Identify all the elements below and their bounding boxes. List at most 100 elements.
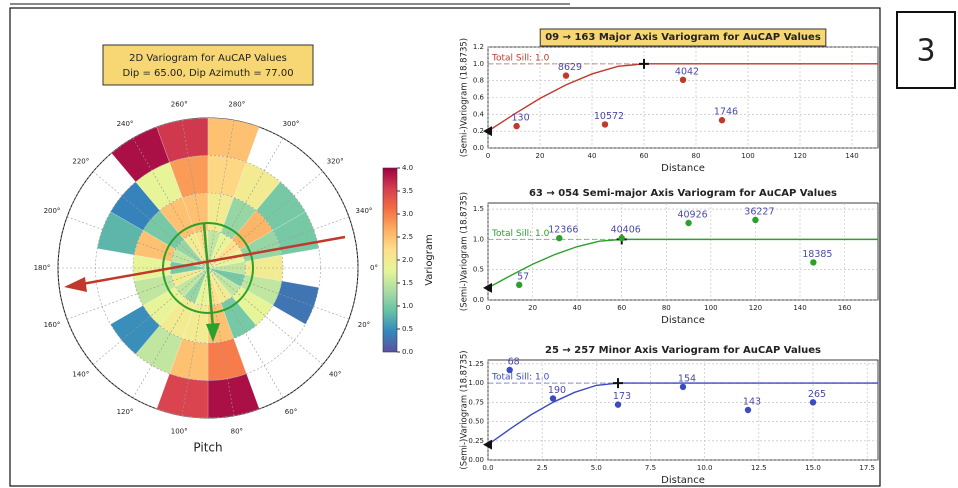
- x-tick-label: 140: [793, 304, 806, 312]
- data-point: [718, 117, 726, 124]
- x-tick-label: 120: [749, 304, 762, 312]
- data-point: [744, 406, 752, 414]
- pair-count: 12366: [548, 225, 578, 236]
- panel-box: [896, 11, 956, 89]
- plot-title: 25 → 257 Minor Axis Variogram for AuCAP …: [545, 345, 821, 356]
- angle-tick-label: 60°: [285, 408, 297, 416]
- x-tick-label: 17.5: [859, 464, 875, 472]
- range-marker: [613, 378, 623, 389]
- pair-count: 143: [743, 397, 761, 408]
- polar-grid-line: [132, 137, 209, 269]
- colorbar: [382, 167, 398, 353]
- x-axis-label: Distance: [661, 315, 705, 326]
- polar-grid-line: [181, 120, 209, 269]
- x-tick-label: 140: [845, 152, 858, 160]
- colorbar-tick-label: 1.5: [402, 279, 413, 287]
- red-arrow-head: [64, 277, 87, 292]
- colorbar-tick-label: 2.0: [402, 256, 413, 264]
- range-marker: [639, 58, 649, 69]
- x-tick-label: 0: [486, 152, 490, 160]
- data-point: [810, 259, 817, 266]
- sill-label: Total Sill: 1.0: [491, 373, 550, 383]
- polar-grid-line: [92, 267, 209, 365]
- colorbar-tick-label: 3.5: [402, 187, 413, 195]
- plot-title: 09 → 163 Major Axis Variogram for AuCAP …: [545, 32, 821, 43]
- x-tick-label: 80: [662, 304, 671, 312]
- y-tick-label: 1.25: [468, 360, 484, 368]
- angle-tick-label: 340°: [356, 207, 373, 215]
- x-axis-label: Distance: [661, 163, 705, 174]
- angle-tick-label: 140°: [72, 371, 89, 379]
- angle-tick-label: 80°: [231, 427, 243, 435]
- angle-tick-label: 40°: [329, 371, 341, 379]
- data-point: [506, 366, 513, 374]
- polar-grid-line: [66, 267, 209, 320]
- pair-count: 190: [548, 385, 566, 396]
- colorbar-tick-label: 4.0: [402, 164, 413, 172]
- x-tick-label: 10.0: [697, 464, 713, 472]
- pair-count: 265: [808, 389, 826, 400]
- data-point: [618, 234, 625, 242]
- polar-grid-line: [181, 267, 209, 416]
- x-tick-label: 100: [704, 304, 717, 312]
- angle-tick-label: 0°: [370, 264, 378, 272]
- pair-count: 130: [512, 113, 530, 124]
- data-point: [685, 219, 692, 227]
- pair-count: 10572: [594, 111, 624, 122]
- colorbar-label: Variogram: [424, 234, 435, 286]
- y-tick-label: 1.0: [473, 60, 484, 68]
- x-tick-label: 40: [573, 304, 582, 312]
- y-axis-label: (Semi-)Variogram (18.8735): [460, 38, 470, 157]
- angle-tick-label: 100°: [171, 427, 188, 435]
- pair-count: 68: [508, 357, 520, 368]
- polar-xlabel: Pitch: [193, 441, 222, 455]
- pair-count: 1746: [714, 107, 738, 118]
- angle-tick-label: 120°: [117, 408, 134, 416]
- pair-count: 36227: [744, 206, 774, 217]
- angle-tick-label: 200°: [44, 207, 61, 215]
- polar-grid-line: [207, 120, 235, 269]
- polar-grid-line: [207, 171, 324, 269]
- nugget-marker: [483, 126, 492, 137]
- y-tick-label: 0.0: [473, 144, 484, 152]
- pair-count: 4042: [675, 66, 699, 77]
- polar-grid-line: [207, 216, 350, 269]
- polar-ring: [132, 192, 284, 344]
- colorbar-tick-label: 0.5: [402, 325, 413, 333]
- y-tick-label: 0.0: [473, 296, 484, 304]
- polar-grid-line: [207, 267, 284, 399]
- polar-grid-line: [207, 267, 235, 416]
- y-tick-label: 0.75: [468, 398, 484, 406]
- pair-count: 40926: [677, 210, 707, 221]
- y-tick-label: 0.00: [468, 456, 484, 464]
- x-tick-label: 20: [536, 152, 545, 160]
- x-tick-label: 15.0: [805, 464, 821, 472]
- plot-title: 63 → 054 Semi-major Axis Variogram for A…: [529, 188, 837, 199]
- y-tick-label: 1.0: [473, 235, 484, 243]
- sill-label: Total Sill: 1.0: [491, 229, 550, 239]
- y-tick-label: 1.00: [468, 379, 484, 387]
- nugget-marker: [483, 282, 492, 293]
- polar-title-box: [102, 44, 314, 86]
- x-tick-label: 80: [692, 152, 701, 160]
- green-arrow-head: [206, 323, 220, 342]
- pair-count: 40406: [611, 225, 641, 236]
- x-tick-label: 60: [640, 152, 649, 160]
- x-tick-label: 120: [793, 152, 806, 160]
- y-axis-label: (Semi-)Variogram (18.8735): [460, 350, 470, 469]
- angle-tick-label: 180°: [34, 264, 51, 272]
- pair-count: 173: [613, 391, 631, 402]
- nugget-marker: [483, 439, 492, 450]
- pair-count: 18385: [802, 249, 832, 260]
- angle-tick-label: 260°: [171, 101, 188, 109]
- y-tick-label: 0.8: [473, 77, 484, 85]
- green-arrow: [202, 223, 215, 329]
- x-tick-label: 12.5: [751, 464, 767, 472]
- y-tick-label: 0.25: [468, 437, 484, 445]
- polar-grid-line: [66, 216, 209, 269]
- x-tick-label: 7.5: [645, 464, 656, 472]
- y-tick-label: 0.6: [473, 94, 485, 102]
- polar-grid-line: [92, 171, 209, 269]
